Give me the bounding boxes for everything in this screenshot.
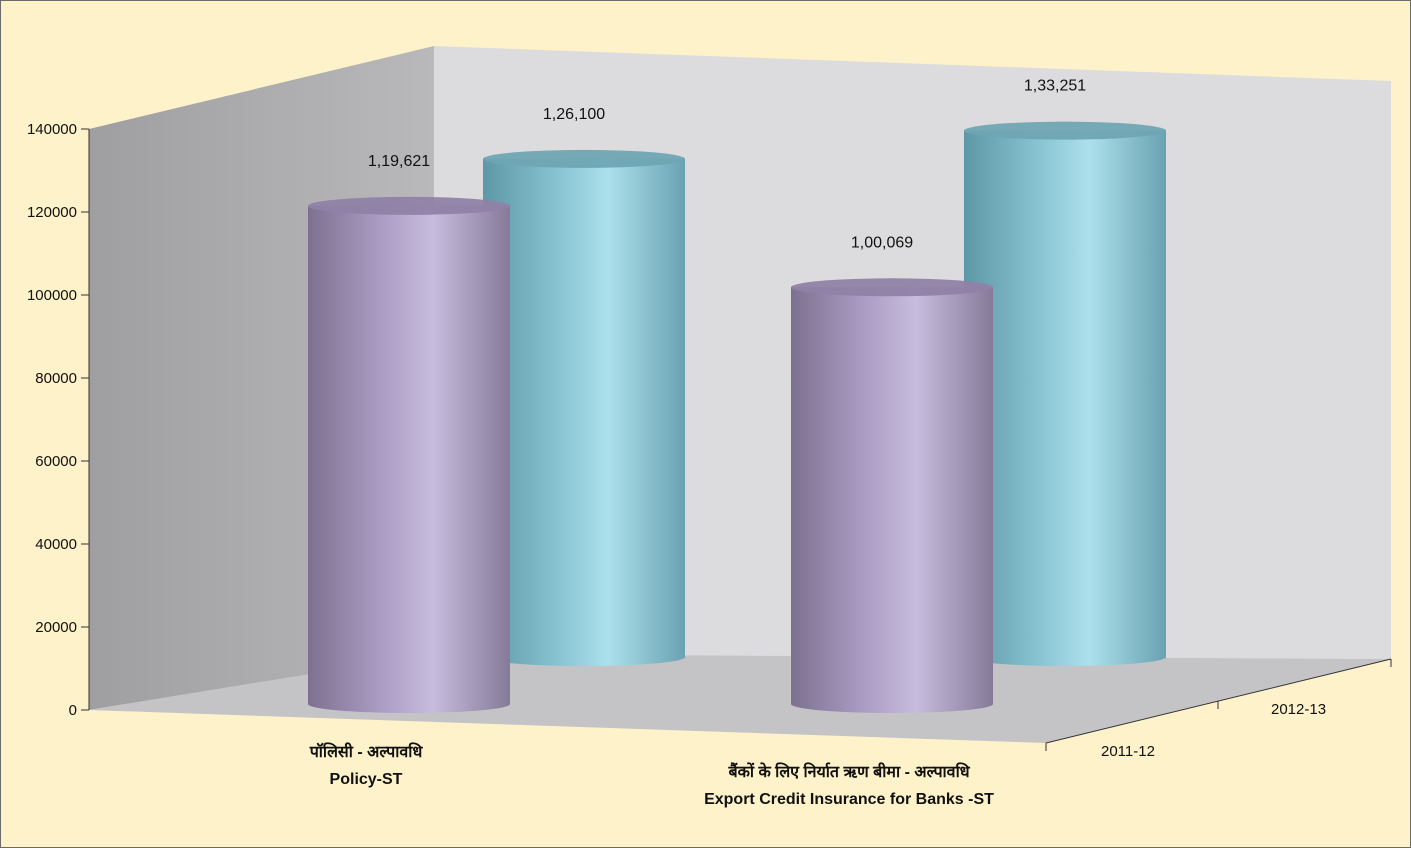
cylinder-body [791,287,993,713]
cylinder-body [964,130,1166,666]
category-label-hi-1: पॉलिसी - अल्पावधि [309,742,424,761]
y-tick-label: 0 [69,702,77,719]
y-tick-label: 120000 [27,204,77,221]
depth-label-2012-13: 2012-13 [1271,701,1326,718]
bar-2011-12-1 [308,196,510,713]
data-label: 1,26,100 [543,106,605,123]
category-label-en-1: Policy-ST [330,771,403,788]
cylinder-top [308,196,510,215]
y-tick-label: 60000 [35,453,77,470]
y-tick-label: 100000 [27,287,77,304]
bar-2011-12-2 [791,278,993,713]
cylinder-top [483,149,685,168]
category-label-en-2: Export Credit Insurance for Banks -ST [704,791,994,808]
bars [308,121,1166,713]
bar-2012-13-2 [964,121,1166,666]
y-tick-label: 140000 [27,121,77,138]
y-tick-label: 80000 [35,370,77,387]
depth-label-2011-12: 2011-12 [1101,743,1155,760]
y-axis-ticks: 0 20000 40000 60000 80000 100000 120000 140000 [27,121,89,719]
data-label: 1,00,069 [851,234,913,251]
y-tick-label: 20000 [35,619,77,636]
category-label-hi-2: बैंकों के लिए निर्यात ऋण बीमा - अल्पावधि [727,762,970,781]
y-tick-label: 40000 [35,536,77,553]
cylinder-top [964,121,1166,140]
cylinder-body [483,158,685,666]
data-label: 1,19,621 [368,153,430,170]
data-label: 1,33,251 [1024,78,1086,95]
data-labels: 1,26,100 1,33,251 1,19,621 1,00,069 [368,78,1086,252]
cylinder-top [791,278,993,297]
cylinder-body [308,205,510,713]
bar-2012-13-1 [483,149,685,666]
